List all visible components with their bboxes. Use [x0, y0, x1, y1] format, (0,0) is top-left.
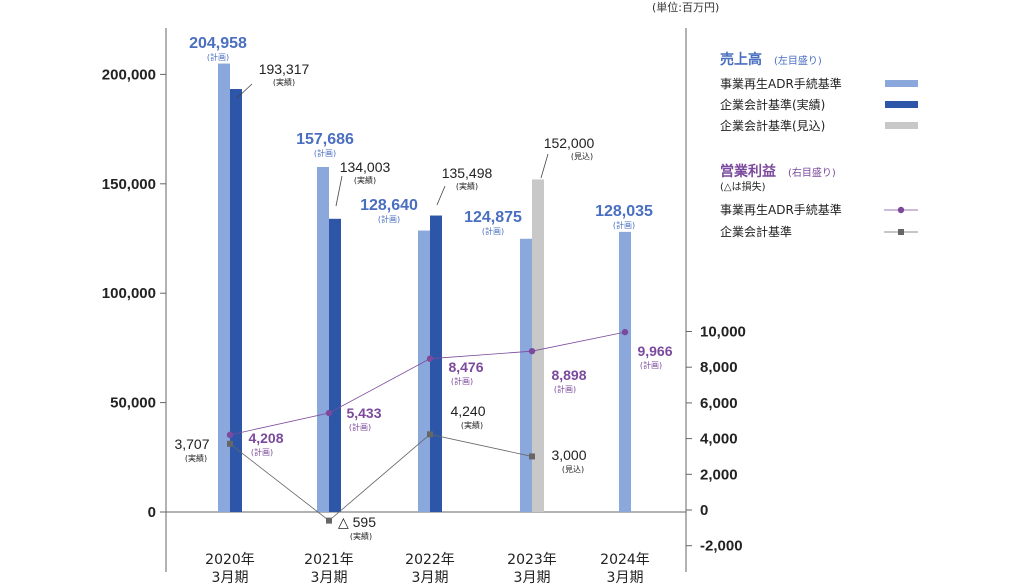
left-tick-label: 50,000 [110, 395, 156, 412]
category-label-year: 2024年 [600, 552, 650, 568]
category-label-period: 3月期 [514, 570, 551, 586]
bar-actual-leader-line [335, 175, 343, 207]
bar-plan-value-label: 124,875 [464, 209, 522, 226]
bar-plan-sublabel: (計画) [613, 220, 635, 230]
bar-actual-value-label: 135,498 [442, 165, 493, 181]
bar-forecast-leader-line [540, 153, 549, 179]
line-profit-plan-value-label: 9,966 [637, 343, 672, 359]
legend-sales-item-swatch [885, 101, 918, 108]
bar-plan-sublabel: (計画) [207, 52, 229, 62]
line-profit-plan-value-label: 4,208 [248, 430, 283, 446]
legend-sales-item-swatch [885, 80, 918, 87]
legend-profit-note: (△は損失) [720, 180, 766, 193]
right-tick-label: 10,000 [700, 324, 746, 341]
legend-profit-item-label: 企業会計基準 [720, 224, 792, 239]
line-profit-actual-value-label: △ 595 [338, 514, 376, 530]
right-tick-label: 8,000 [700, 359, 738, 376]
line-profit-actual-marker [326, 517, 332, 524]
bar-plan-sublabel: (計画) [378, 214, 400, 224]
bar-actual-value-label: 193,317 [259, 61, 310, 77]
legend-sales-item-swatch [885, 122, 918, 129]
category-label-year: 2023年 [507, 552, 557, 568]
legend-profit-title: 営業利益 [720, 163, 776, 180]
left-tick-label: 0 [148, 504, 156, 521]
line-profit-actual-sublabel: (実績) [350, 531, 372, 541]
line-profit-actual-marker [529, 453, 535, 460]
bar-plan-sublabel: (計画) [314, 148, 336, 158]
category-label-period: 3月期 [607, 570, 644, 586]
bar-actual-sublabel: (実績) [354, 175, 376, 185]
category-label-period: 3月期 [311, 570, 348, 586]
line-profit-actual-marker [227, 440, 233, 447]
legend-sales-subtitle: (左目盛り) [774, 54, 822, 67]
bar-plan [520, 238, 532, 512]
right-tick-label: 4,000 [700, 431, 738, 448]
category-label-year: 2020年 [205, 552, 255, 568]
bar-forecast [532, 179, 544, 512]
bar-actual-leader-line [236, 83, 253, 99]
bar-plan [619, 231, 631, 512]
unit-label: (単位:百万円) [652, 0, 719, 14]
line-profit-plan-value-label: 8,476 [448, 359, 483, 375]
bar-actual [430, 215, 442, 512]
bar-actual-sublabel: (実績) [456, 181, 478, 191]
bar-plan-value-label: 128,035 [595, 203, 653, 220]
line-profit-actual-sublabel: (実績) [185, 453, 207, 463]
line-profit-actual-value-label: 4,240 [450, 403, 485, 419]
bar-forecast-value-label: 152,000 [544, 135, 595, 151]
line-profit-plan-value-label: 5,433 [346, 405, 381, 421]
legend-profit-plan-marker [897, 206, 905, 214]
line-profit-plan-sublabel: (計画) [451, 376, 473, 386]
bar-actual-sublabel: (実績) [273, 77, 295, 87]
left-tick-label: 200,000 [102, 66, 156, 83]
bar-plan [317, 166, 329, 512]
line-profit-actual-value-label: 3,000 [551, 447, 586, 463]
legend-sales-item-label: 企業会計基準(見込) [720, 118, 825, 133]
bar-actual-leader-line [436, 185, 446, 206]
bar-actual [230, 89, 242, 513]
right-tick-label: 6,000 [700, 395, 738, 412]
category-label-period: 3月期 [212, 570, 249, 586]
bar-plan-sublabel: (計画) [482, 226, 504, 236]
line-profit-plan-marker [226, 431, 234, 439]
category-label-year: 2021年 [304, 552, 354, 568]
legend-profit-item-label: 事業再生ADR手続基準 [720, 202, 842, 217]
category-label-period: 3月期 [412, 570, 449, 586]
line-profit-actual-value-label: 3,707 [174, 436, 209, 452]
legend-profit-actual-marker [898, 229, 904, 235]
line-profit-plan-sublabel: (計画) [251, 447, 273, 457]
bar-actual [329, 218, 341, 512]
line-profit-plan-sublabel: (計画) [349, 422, 371, 432]
category-label-year: 2022年 [405, 552, 455, 568]
legend-sales-item-label: 企業会計基準(実績) [720, 97, 825, 112]
line-profit-plan-marker [426, 355, 434, 362]
bar-plan-value-label: 128,640 [360, 197, 418, 214]
bar-plan [418, 230, 430, 512]
right-tick-label: 2,000 [700, 466, 738, 483]
bar-plan-value-label: 204,958 [189, 35, 247, 52]
left-tick-label: 100,000 [102, 285, 156, 302]
right-tick-label: -2,000 [700, 538, 743, 555]
bar-forecast-sublabel: (見込) [571, 152, 593, 161]
line-profit-actual-sublabel: (実績) [461, 420, 483, 430]
line-profit-plan-sublabel: (計画) [554, 384, 576, 394]
line-profit-plan-marker [528, 347, 536, 355]
legend-profit-subtitle: (右目盛り) [788, 166, 836, 179]
line-profit-plan-marker [325, 409, 333, 417]
line-profit-actual-sublabel: (見込) [562, 465, 584, 474]
left-tick-label: 150,000 [102, 176, 156, 193]
line-profit-plan-value-label: 8,898 [551, 367, 586, 383]
bar-plan-value-label: 157,686 [296, 131, 354, 148]
line-profit-plan-marker [621, 328, 629, 336]
right-tick-label: 0 [700, 502, 708, 519]
legend-sales-title: 売上高 [720, 51, 762, 68]
line-profit-actual [229, 433, 533, 522]
bar-actual-value-label: 134,003 [340, 159, 391, 175]
line-profit-plan-sublabel: (計画) [640, 360, 662, 370]
bar-plan [218, 63, 230, 513]
legend-sales-item-label: 事業再生ADR手続基準 [720, 76, 842, 91]
line-profit-actual-marker [427, 431, 433, 438]
